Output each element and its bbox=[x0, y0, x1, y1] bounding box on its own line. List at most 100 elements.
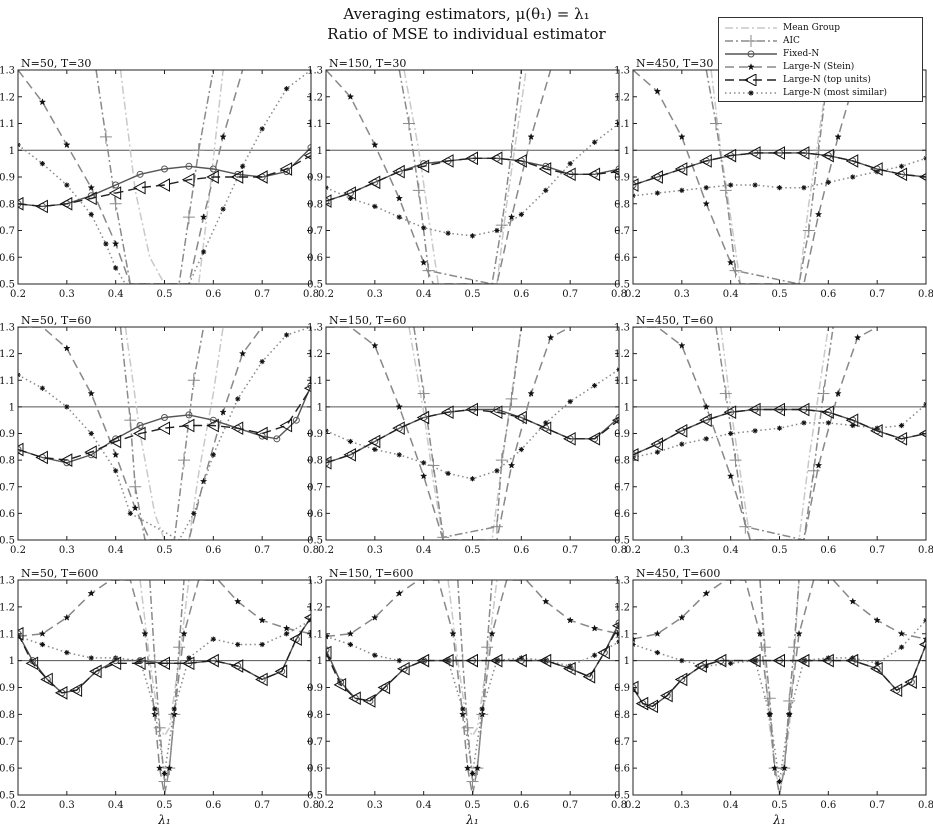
y-tick-label: 0.9 bbox=[307, 173, 323, 184]
circle-marker bbox=[209, 165, 217, 173]
y-tick-label: 0.9 bbox=[614, 429, 630, 440]
x-tick-label: 0.7 bbox=[869, 289, 885, 300]
asterisk-marker bbox=[654, 190, 661, 196]
series-line bbox=[326, 622, 619, 702]
triangle-marker bbox=[538, 421, 552, 436]
triangle-marker bbox=[230, 170, 244, 184]
y-tick-label: 1 bbox=[624, 402, 630, 413]
x-tick-label: 0.6 bbox=[513, 289, 529, 300]
asterisk-marker bbox=[326, 633, 329, 640]
y-tick-label: 0.7 bbox=[614, 226, 630, 237]
y-tick-label: 0.7 bbox=[0, 737, 15, 748]
circle-marker bbox=[234, 170, 242, 178]
triangle-marker bbox=[25, 656, 39, 671]
asterisk-marker bbox=[39, 641, 46, 648]
y-tick-label: 0.9 bbox=[307, 683, 323, 694]
circle-marker bbox=[326, 197, 330, 205]
legend-item-mean-group: Mean Group bbox=[719, 22, 924, 34]
circle-marker bbox=[18, 445, 22, 453]
triangle-marker bbox=[377, 680, 391, 695]
circle-marker bbox=[185, 411, 193, 419]
x-tick-label: 0.7 bbox=[869, 800, 885, 811]
asterisk-marker bbox=[591, 652, 598, 658]
x-tick-label: 0.7 bbox=[254, 545, 270, 556]
asterisk-marker bbox=[748, 90, 754, 96]
subplot-5: 0.2 0.3 0.4 0.5 0.6 0.7 0.80.50.60.70.80.911.1… bbox=[307, 314, 627, 556]
y-tick-label: 1 bbox=[9, 146, 15, 157]
y-tick-label: 0.7 bbox=[0, 226, 15, 237]
y-tick-label: 1 bbox=[624, 146, 630, 157]
plus-marker bbox=[178, 453, 191, 468]
asterisk-marker bbox=[210, 636, 216, 642]
circle-marker bbox=[615, 414, 619, 422]
series-large-n-most-similar bbox=[18, 327, 311, 540]
asterisk-marker bbox=[679, 658, 685, 664]
series-line bbox=[18, 387, 311, 461]
star-marker bbox=[63, 140, 71, 149]
circle-marker bbox=[185, 162, 193, 170]
star-marker bbox=[463, 764, 472, 772]
star-marker bbox=[653, 629, 662, 637]
triangle-marker bbox=[821, 148, 834, 163]
x-tick-label: 0.3 bbox=[674, 289, 690, 300]
triangle-marker bbox=[348, 691, 361, 706]
triangle-marker bbox=[723, 405, 737, 420]
triangle-marker bbox=[230, 659, 244, 673]
circle-marker bbox=[326, 459, 330, 467]
triangle-marker bbox=[206, 418, 219, 433]
y-tick-label: 0.8 bbox=[307, 456, 323, 467]
asterisk-marker bbox=[171, 706, 177, 712]
plus-marker bbox=[495, 218, 508, 233]
x-tick-label: 0.3 bbox=[674, 800, 690, 811]
star-marker bbox=[111, 450, 120, 459]
x-axis-label: λ₁ bbox=[465, 813, 478, 827]
asterisk-marker bbox=[18, 372, 21, 378]
asterisk-marker bbox=[259, 126, 265, 132]
series-aic bbox=[398, 70, 523, 284]
triangle-marker bbox=[514, 410, 527, 425]
x-tick-label: 0.3 bbox=[367, 545, 383, 556]
asterisk-marker bbox=[113, 468, 119, 474]
triangle-marker bbox=[650, 437, 663, 451]
x-tick-label: 0.3 bbox=[59, 800, 75, 811]
series-large-n-top-units bbox=[326, 402, 619, 470]
y-tick-label: 1.2 bbox=[614, 349, 630, 360]
plus-marker bbox=[745, 35, 757, 47]
y-tick-label: 1 bbox=[317, 146, 323, 157]
asterisk-marker bbox=[923, 155, 926, 161]
series-line bbox=[149, 580, 185, 782]
x-tick-label: 0.6 bbox=[205, 800, 221, 811]
triangle-marker bbox=[674, 423, 688, 438]
y-tick-label: 0.6 bbox=[614, 253, 630, 264]
series-line bbox=[715, 327, 834, 540]
series-large-n-most-similar bbox=[633, 155, 926, 199]
asterisk-marker bbox=[679, 441, 685, 447]
y-tick-label: 1.2 bbox=[0, 349, 15, 360]
triangle-marker bbox=[772, 146, 785, 160]
x-tick-label: 0.2 bbox=[318, 289, 334, 300]
asterisk-marker bbox=[703, 436, 709, 442]
asterisk-marker bbox=[259, 359, 265, 365]
triangle-marker bbox=[674, 672, 688, 687]
legend-swatch bbox=[725, 27, 777, 29]
asterisk-marker bbox=[494, 468, 500, 474]
triangle-marker bbox=[392, 421, 405, 436]
x-tick-label: 0.5 bbox=[772, 545, 788, 556]
x-tick-label: 0.5 bbox=[772, 289, 788, 300]
triangle-marker bbox=[441, 653, 454, 668]
series-large-n-top-units bbox=[326, 621, 619, 708]
star-marker bbox=[473, 764, 482, 772]
triangle-marker bbox=[894, 167, 908, 182]
series-line bbox=[326, 625, 619, 702]
triangle-marker bbox=[633, 680, 639, 695]
asterisk-marker bbox=[923, 401, 926, 407]
star-marker bbox=[542, 597, 550, 605]
triangle-marker bbox=[465, 653, 478, 668]
legend-label: Large-N (Stein) bbox=[783, 62, 855, 72]
triangle-marker bbox=[633, 447, 639, 462]
y-tick-label: 1.2 bbox=[614, 92, 630, 103]
x-tick-label: 0.4 bbox=[723, 545, 739, 556]
triangle-marker bbox=[465, 402, 478, 417]
x-tick-label: 0.8 bbox=[918, 289, 933, 300]
series-large-n-stein bbox=[633, 327, 878, 540]
